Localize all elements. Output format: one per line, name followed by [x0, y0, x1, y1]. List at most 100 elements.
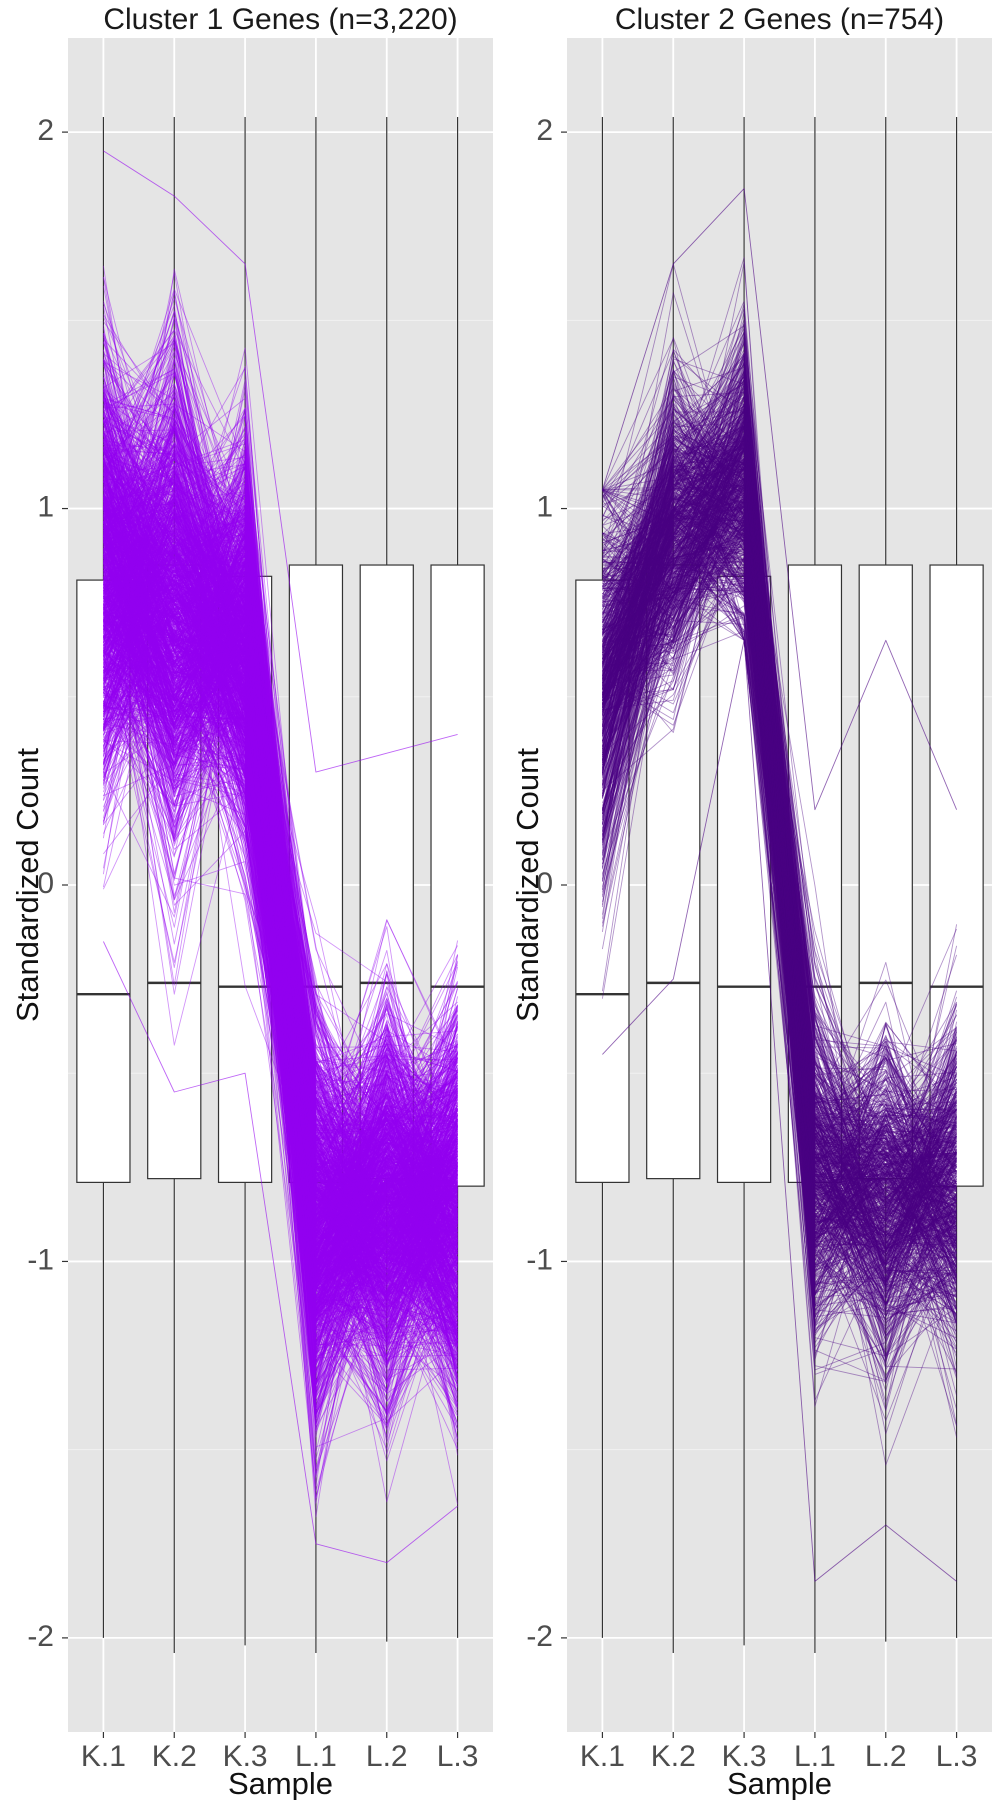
gene-profile-line — [103, 443, 458, 1285]
gene-profile-line — [103, 701, 458, 1297]
gene-profile-line — [103, 449, 458, 1276]
gene-profile-line — [102, 363, 458, 1201]
gene-profile-line — [103, 466, 458, 1299]
gene-profile-line — [103, 540, 458, 1340]
gene-profile-line — [102, 377, 458, 1284]
gene-profile-line — [102, 433, 458, 1298]
box-iqr — [359, 564, 414, 1180]
gene-profile-line — [103, 509, 459, 1303]
gene-profile-line — [103, 545, 458, 1224]
gene-profile-line — [102, 353, 459, 1395]
box-iqr — [147, 564, 202, 1180]
gene-profile-line — [103, 554, 458, 1260]
gene-profile-line — [103, 522, 458, 1280]
gene-profile-line — [102, 500, 458, 1422]
gene-profile-line — [103, 552, 458, 1311]
x-tick-label: K.2 — [152, 1740, 197, 1773]
gene-profile-line — [103, 347, 459, 1341]
gene-profile-line — [103, 456, 458, 1198]
gene-profile-line — [103, 571, 458, 1266]
gene-profile-line — [102, 488, 458, 1126]
gene-profile-line — [103, 329, 458, 1284]
gene-profile-line — [102, 414, 458, 1394]
gene-profile-line — [103, 688, 458, 1218]
gene-profile-line — [103, 448, 459, 1328]
gene-profile-line — [103, 643, 459, 1333]
gene-profile-line — [103, 502, 459, 1299]
gene-profile-line — [102, 468, 459, 1408]
gene-profile-line — [103, 612, 458, 1295]
gene-profile-line — [103, 636, 459, 1229]
gene-profile-line — [103, 640, 459, 1286]
gene-profile-line — [103, 520, 458, 1346]
gene-profile-line — [102, 527, 458, 1213]
gene-profile-line — [103, 558, 458, 1185]
gene-profile-line — [102, 499, 458, 1279]
gene-profile-line — [102, 531, 458, 1298]
gene-profile-line — [102, 638, 458, 1306]
gene-profile-line — [103, 592, 458, 1351]
gene-profile-line — [103, 602, 458, 1271]
gene-profile-line — [102, 542, 458, 1247]
gene-profile-line — [103, 574, 458, 1278]
gene-profile-line — [102, 398, 458, 1229]
gene-profile-line — [103, 530, 459, 1224]
gene-profile-line — [103, 625, 458, 1286]
gene-profile-line — [102, 467, 458, 1263]
x-tick-label: K.2 — [651, 1740, 696, 1773]
gene-profile-line — [102, 463, 459, 1232]
gene-profile-line — [102, 427, 458, 1290]
gene-profile-line — [103, 444, 458, 1207]
gene-profile-line — [102, 551, 458, 1194]
y-tick-label: -2 — [27, 1620, 54, 1653]
gene-profile-line — [102, 449, 458, 1131]
gene-profile-line — [103, 597, 458, 1183]
gene-profile-line — [102, 384, 459, 1308]
gene-profile-line — [103, 488, 458, 1267]
gene-profile-line — [102, 522, 459, 1259]
gene-profile-line — [103, 532, 458, 1246]
gene-profile-line — [102, 435, 459, 1230]
gene-profile-line — [103, 435, 458, 1282]
gene-profile-line — [102, 572, 458, 1270]
gene-profile-line — [103, 635, 458, 1345]
gene-profile-line — [103, 560, 459, 1240]
gene-profile-line — [102, 418, 459, 1368]
gene-profile-line — [103, 374, 458, 1317]
gene-profile-line — [103, 622, 458, 1317]
gene-profile-line — [103, 481, 458, 1251]
gene-profile-line — [102, 406, 458, 1300]
gene-profile-line — [103, 397, 459, 1381]
gene-profile-line — [102, 587, 459, 1437]
gene-profile-line — [102, 559, 458, 1315]
y-tick-label: -1 — [27, 1243, 54, 1276]
gene-profile-line — [102, 524, 458, 1225]
gene-profile-line — [103, 597, 458, 1276]
gene-profile-line — [103, 434, 458, 1315]
gene-profile-line — [103, 573, 458, 1300]
gene-profile-line — [102, 424, 459, 1283]
gene-profile-line — [103, 596, 458, 1249]
gene-profile-line — [103, 654, 459, 1349]
gene-profile-line — [103, 444, 458, 1403]
gene-profile-line — [102, 368, 459, 1207]
gene-profile-line — [102, 396, 458, 1158]
gene-profile-line — [103, 531, 458, 1260]
gene-profile-line — [103, 625, 458, 1247]
gene-profile-line — [103, 504, 458, 1266]
gene-profile-line — [103, 388, 458, 1188]
gene-profile-line — [102, 447, 459, 1313]
gene-profile-line — [103, 596, 458, 1274]
gene-profile-line — [102, 502, 458, 1363]
gene-profile-line — [103, 438, 458, 1373]
gene-profile-line — [102, 527, 458, 1281]
gene-profile-line — [103, 404, 459, 1236]
gene-profile-line — [103, 494, 458, 1191]
gene-profile-line — [103, 456, 459, 1330]
gene-profile-line — [102, 374, 458, 1280]
gene-profile-line — [102, 492, 459, 1475]
gene-profile-line — [103, 535, 458, 1261]
gene-profile-line — [102, 501, 458, 1225]
gene-profile-line — [102, 499, 458, 1243]
gene-profile-line — [102, 458, 458, 1226]
